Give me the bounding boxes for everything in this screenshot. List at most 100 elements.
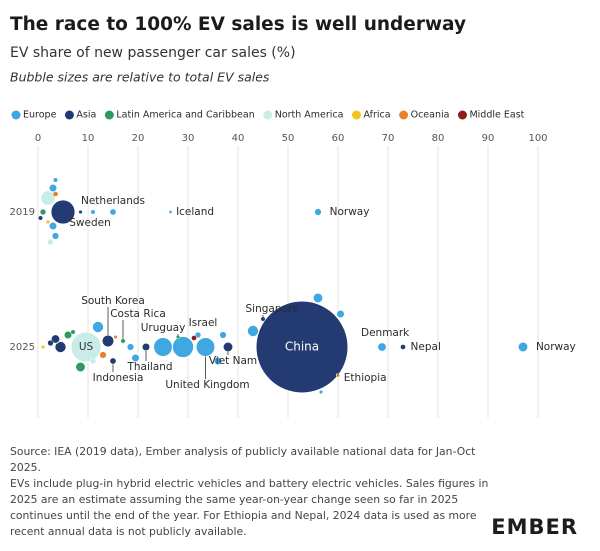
bubble xyxy=(45,219,51,225)
bubble-label: Ethiopia xyxy=(344,372,387,384)
chart-subtitle: EV share of new passenger car sales (%) xyxy=(10,45,296,61)
bubble-label: Uruguay xyxy=(141,322,186,334)
bubble xyxy=(153,337,173,357)
bubble xyxy=(191,335,197,341)
bubble xyxy=(78,209,83,215)
bubble xyxy=(91,320,105,334)
x-tick-label: 40 xyxy=(232,133,245,144)
chart-title: The race to 100% EV sales is well underw… xyxy=(10,14,466,35)
bubbles xyxy=(38,177,323,246)
bubble xyxy=(171,335,195,359)
legend-label: Africa xyxy=(364,110,391,121)
bubble xyxy=(246,324,260,338)
bubble xyxy=(312,292,324,304)
bubble xyxy=(109,208,117,216)
source-line: Source: IEA (2019 data), Ember analysis … xyxy=(10,445,476,474)
bubble-label: China xyxy=(285,340,319,354)
bubble-label: US xyxy=(79,341,94,353)
labels: Norway Netherlands Sweden Iceland xyxy=(69,195,369,229)
chart: The race to 100% EV sales is well underw… xyxy=(10,14,576,418)
x-tick-label: 30 xyxy=(182,133,195,144)
x-tick-label: 10 xyxy=(82,133,95,144)
bubble xyxy=(517,341,529,353)
legend-swatch xyxy=(352,110,361,120)
row-label: 2019 xyxy=(10,207,35,218)
bubble xyxy=(70,331,102,363)
bubble-label: Viet Nam xyxy=(209,355,257,367)
row-label: 2025 xyxy=(10,342,35,353)
x-tick-label: 100 xyxy=(528,133,547,144)
bubble xyxy=(54,340,67,354)
x-tick-label: 70 xyxy=(382,133,395,144)
bubble xyxy=(101,334,115,348)
bubble xyxy=(222,341,234,353)
bubble xyxy=(48,221,58,231)
bubble-label: Indonesia xyxy=(93,372,144,384)
bubble xyxy=(90,209,96,215)
labels: China US United Kingdom South Korea Norway Vi… xyxy=(79,295,576,391)
bubbles xyxy=(40,292,529,395)
bubble xyxy=(377,342,387,352)
bubble xyxy=(48,183,58,193)
bubble xyxy=(318,389,324,395)
bubble xyxy=(218,330,228,340)
bubble-label: Thailand xyxy=(126,361,172,373)
logo: EMBER xyxy=(491,515,578,539)
bubble xyxy=(50,334,61,344)
bubble xyxy=(194,331,202,339)
legend-swatch xyxy=(11,110,21,120)
legend-label: Asia xyxy=(76,110,96,121)
bubble xyxy=(175,334,181,340)
bubble-label: Iceland xyxy=(176,206,214,218)
bubble xyxy=(109,357,117,365)
legend-label: North America xyxy=(275,110,344,121)
bubble-label: Denmark xyxy=(361,327,410,339)
bubble-label: United Kingdom xyxy=(165,379,249,391)
bubble xyxy=(195,337,216,357)
bubble xyxy=(400,344,406,350)
bubble xyxy=(47,339,54,347)
legend-swatch xyxy=(457,110,467,120)
x-tick-label: 80 xyxy=(432,133,445,144)
bubble xyxy=(53,177,58,183)
bubble xyxy=(335,309,346,319)
x-tick-label: 0 xyxy=(35,133,41,144)
bubble-label: South Korea xyxy=(81,295,145,307)
bubble xyxy=(255,300,349,394)
x-tick-label: 90 xyxy=(482,133,495,144)
x-tick-label: 60 xyxy=(332,133,345,144)
bubble xyxy=(113,334,118,340)
bubble-label: Singapore xyxy=(246,303,299,315)
bubble xyxy=(63,330,73,340)
legend-label: Europe xyxy=(23,110,57,121)
legend-swatch xyxy=(104,110,114,120)
source-notes: Source: IEA (2019 data), Ember analysis … xyxy=(10,444,490,540)
bubble xyxy=(75,361,86,373)
bubble-label: Sweden xyxy=(69,217,111,229)
bubble-label: Norway xyxy=(536,341,576,353)
bubble xyxy=(40,190,56,206)
legend-label: Oceania xyxy=(411,110,450,121)
legend-label: Latin America and Caribbean xyxy=(116,110,254,121)
bubble-label: Israel xyxy=(189,317,218,329)
bubble xyxy=(70,329,76,335)
bubble xyxy=(141,342,151,352)
bubble xyxy=(120,338,126,344)
bubble xyxy=(50,199,76,225)
bubble xyxy=(40,344,46,350)
bubble xyxy=(51,231,60,241)
legend-swatch xyxy=(399,110,409,120)
bubble xyxy=(213,356,223,366)
x-tick-label: 20 xyxy=(132,133,145,144)
bubble xyxy=(52,191,59,197)
bubble-label: Nepal xyxy=(411,341,441,353)
bubble xyxy=(47,238,54,246)
bubble xyxy=(39,208,47,216)
x-tick-label: 50 xyxy=(282,133,295,144)
bubble xyxy=(260,316,266,322)
bubble xyxy=(126,342,135,352)
bubble-label: Costa Rica xyxy=(110,308,166,320)
legend-swatch xyxy=(263,110,273,120)
legend-label: Middle East xyxy=(469,110,524,121)
